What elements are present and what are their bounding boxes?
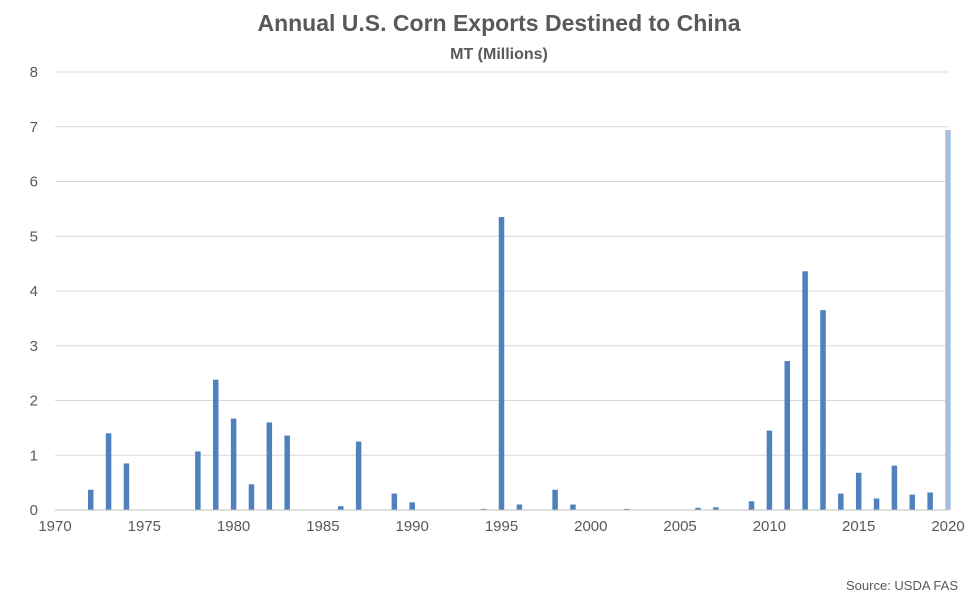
y-tick-label: 1 — [30, 447, 38, 464]
bar-1999 — [570, 504, 576, 510]
bar-2016 — [873, 498, 880, 510]
bar-1989 — [391, 493, 398, 510]
x-tick-label: 1990 — [396, 518, 429, 535]
y-tick-label: 7 — [30, 119, 38, 136]
bar-1981 — [248, 484, 255, 510]
y-tick-label: 0 — [30, 502, 38, 519]
bar-1983 — [284, 435, 290, 510]
bar-1990 — [409, 502, 415, 510]
bar-2012 — [802, 271, 808, 510]
y-tick-label: 3 — [30, 338, 38, 355]
bar-2007 — [713, 507, 719, 510]
x-tick-label: 1970 — [38, 518, 71, 535]
bar-1987 — [355, 441, 362, 510]
bar-1979 — [212, 379, 219, 510]
bar-1996 — [516, 504, 523, 510]
bar-2011 — [784, 361, 791, 510]
bar-1995 — [498, 217, 505, 510]
y-tick-label: 5 — [30, 228, 38, 245]
bar-2013 — [820, 310, 826, 510]
x-tick-label: 2015 — [842, 518, 875, 535]
source-note: Source: USDA FAS — [846, 578, 958, 593]
bar-1972 — [87, 489, 94, 510]
bar-2009 — [748, 501, 755, 510]
bar-2018 — [909, 494, 916, 510]
bars — [87, 130, 951, 510]
bar-2002 — [623, 508, 630, 510]
bar-2017 — [891, 465, 898, 510]
x-tick-label: 1995 — [485, 518, 518, 535]
bar-2014 — [838, 493, 844, 510]
bar-2019 — [927, 492, 933, 510]
x-tick-label: 2005 — [663, 518, 696, 535]
bar-1980 — [230, 418, 237, 510]
bar-1998 — [552, 489, 558, 510]
y-tick-label: 8 — [30, 64, 38, 81]
y-tick-label: 6 — [30, 174, 38, 191]
x-tick-label: 1975 — [128, 518, 161, 535]
bar-2010 — [766, 430, 773, 510]
bar-2006 — [695, 507, 701, 510]
bar-1982 — [266, 422, 273, 510]
bar-1973 — [105, 433, 112, 510]
x-tick-label: 2020 — [931, 518, 964, 535]
y-axis-ticks: 0 1 2 3 4 5 6 7 8 — [30, 64, 38, 519]
chart-title: Annual U.S. Corn Exports Destined to Chi… — [257, 10, 740, 36]
y-tick-label: 4 — [30, 283, 38, 300]
x-axis-ticks: 1970 1975 1980 1985 1990 1995 2000 2005 2010 2015… — [38, 518, 964, 535]
y-tick-label: 2 — [30, 393, 38, 410]
x-tick-label: 1985 — [306, 518, 339, 535]
x-tick-label: 2010 — [753, 518, 786, 535]
bar-1994 — [480, 508, 487, 510]
bar-1978 — [195, 451, 201, 510]
chart-subtitle: MT (Millions) — [450, 46, 548, 63]
bar-1986 — [338, 506, 344, 510]
bar-1974 — [123, 463, 130, 510]
x-tick-label: 1980 — [217, 518, 250, 535]
x-tick-label: 2000 — [574, 518, 607, 535]
bar-2015 — [855, 472, 862, 510]
bar-2020 — [945, 130, 951, 510]
